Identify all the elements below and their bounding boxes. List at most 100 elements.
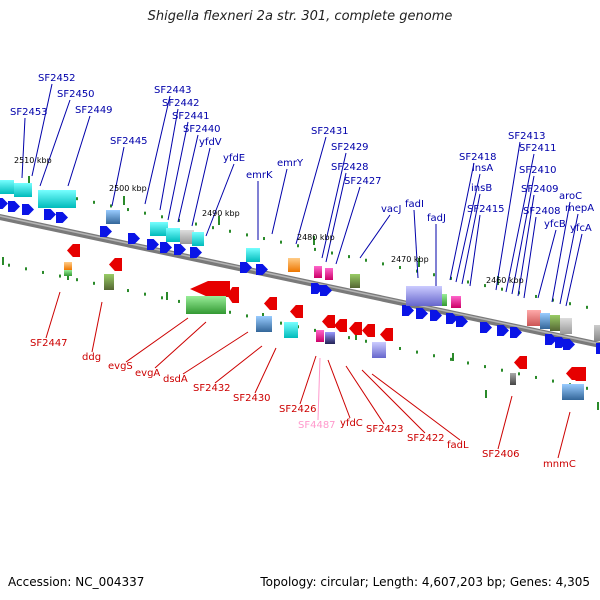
scale-tick <box>450 357 452 361</box>
feature-box <box>350 274 360 288</box>
scale-tick <box>348 255 350 259</box>
leader-line <box>91 301 103 353</box>
forward-gene-arrow <box>160 242 172 253</box>
forward-gene-arrow <box>497 325 509 336</box>
forward-gene-label: yfcA <box>570 223 592 234</box>
reverse-gene-arrow <box>264 297 277 310</box>
reverse-gene-arrow <box>362 324 375 337</box>
scale-tick <box>501 368 503 372</box>
scale-tick <box>212 226 214 230</box>
reverse-gene-label: dsdA <box>163 374 188 385</box>
major-tick <box>313 236 315 245</box>
forward-gene-label: yfcB <box>544 219 566 230</box>
leader-line <box>495 141 521 291</box>
reverse-gene-arrow <box>514 356 527 369</box>
scale-tick <box>484 365 486 369</box>
gene-labels: 2510 kbp 2500 kbp 2490 kbp 2480 kbp 2470 kbp… <box>10 73 594 470</box>
leader-line <box>317 357 321 421</box>
forward-gene-label: SF2415 <box>467 204 505 215</box>
scale-tick <box>229 229 231 233</box>
reverse-gene-label: evgS <box>108 361 133 372</box>
feature-box <box>104 274 114 290</box>
forward-gene-label: SF2411 <box>519 143 557 154</box>
tick-marks <box>2 176 599 410</box>
leader-line <box>125 317 189 363</box>
leader-line <box>505 153 535 293</box>
leader-line <box>359 214 391 259</box>
reverse-gene-arrow <box>290 305 303 318</box>
scale-tick <box>127 289 129 293</box>
feature-box <box>106 210 120 224</box>
leader-line <box>469 214 481 287</box>
scale-tick <box>93 200 95 204</box>
forward-gene-label: SF2408 <box>523 206 561 217</box>
leader-line <box>551 201 571 303</box>
forward-gene-label: SF2409 <box>521 184 559 195</box>
forward-gene-label: SF2410 <box>519 165 557 176</box>
leader-line <box>182 331 249 375</box>
leader-line <box>167 121 189 221</box>
scale-tick <box>8 263 10 267</box>
feature-box <box>38 190 76 208</box>
feature-box <box>186 296 226 314</box>
scale-tick <box>467 280 469 284</box>
forward-gene-label: SF2442 <box>162 98 200 109</box>
forward-gene-label: SF2441 <box>172 111 210 122</box>
feature-box <box>451 296 461 308</box>
scale-tick <box>348 336 350 340</box>
feature-box <box>406 286 442 306</box>
leader-line <box>271 168 288 235</box>
leader-line <box>111 146 125 207</box>
reverse-gene-label: evgA <box>135 368 160 379</box>
leader-line <box>159 108 179 211</box>
feature-box <box>325 332 335 344</box>
feature-box <box>314 266 322 278</box>
reverse-gene-arrow <box>568 367 586 381</box>
feature-box <box>562 384 584 400</box>
kbp-label: 2460 kbp <box>486 276 524 285</box>
feature-box <box>527 310 541 326</box>
leader-line <box>335 186 361 265</box>
forward-gene-arrow <box>44 209 56 220</box>
major-tick <box>452 353 454 361</box>
feature-box <box>442 294 447 306</box>
scale-tick <box>433 354 435 358</box>
leader-line <box>254 347 277 394</box>
leader-line <box>449 162 475 281</box>
forward-gene-arrow <box>0 198 8 209</box>
major-tick <box>123 196 125 205</box>
forward-gene-label: emrY <box>277 158 304 169</box>
feature-box <box>166 228 180 242</box>
forward-gene-label: SF2453 <box>10 107 48 118</box>
forward-gene-label: SF2440 <box>183 124 221 135</box>
reverse-gene-arrow <box>380 328 393 341</box>
forward-gene-arrow <box>8 201 20 212</box>
genome-backbone <box>0 213 600 349</box>
scale-tick <box>144 292 146 296</box>
genome-stats-text: Topology: circular; Length: 4,607,203 bp… <box>260 575 590 589</box>
reverse-gene-arrow <box>322 315 335 328</box>
feature-box <box>550 315 560 331</box>
scale-tick <box>586 305 588 309</box>
leader-line <box>565 233 583 307</box>
forward-gene-label: yfdV <box>199 137 222 148</box>
leader-line <box>321 152 347 259</box>
scale-tick <box>127 208 129 212</box>
major-tick <box>2 257 4 265</box>
scale-tick <box>42 270 44 274</box>
scale-tick <box>535 294 537 298</box>
scale-tick <box>178 218 180 222</box>
scale-tick <box>25 267 27 271</box>
scale-tick <box>76 197 78 201</box>
gene-features <box>0 180 600 400</box>
scale-tick <box>501 287 503 291</box>
reverse-gene-label: SF4487 <box>298 420 336 431</box>
leader-line <box>31 83 53 177</box>
forward-gene-label: SF2428 <box>331 162 369 173</box>
scale-tick <box>467 361 469 365</box>
map-title: Shigella flexneri 2a str. 301, complete … <box>147 9 453 24</box>
scale-tick <box>297 244 299 248</box>
feature-box <box>64 262 72 270</box>
scale-tick <box>76 278 78 282</box>
reverse-gene-label: SF2432 <box>193 383 231 394</box>
